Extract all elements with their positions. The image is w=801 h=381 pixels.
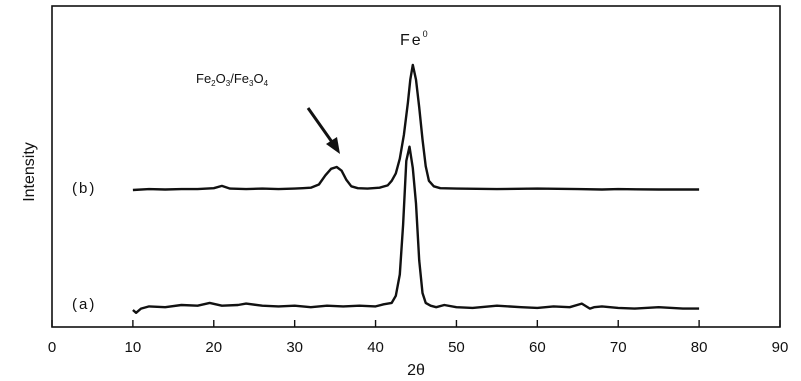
annotation-arrow-head <box>326 137 340 154</box>
series-line-b <box>132 63 700 192</box>
annotation-iron-oxides: Fe2O3/Fe3O4 <box>196 71 269 88</box>
x-tick-label-20: 20 <box>205 339 222 356</box>
x-tick-label-10: 10 <box>125 339 142 356</box>
annot-ox-p0: Fe <box>196 71 211 86</box>
annotation-arrow <box>306 107 340 154</box>
annot-ox-p5: 3 <box>249 79 254 88</box>
series-label-b: (b) <box>72 180 96 197</box>
x-tick-label-50: 50 <box>448 339 465 356</box>
x-axis-tick-labels: 0 10 20 30 40 50 60 70 80 90 <box>48 339 789 356</box>
x-axis-title: 2θ <box>407 362 425 379</box>
x-tick-label-30: 30 <box>286 339 303 356</box>
annot-ox-p2: O <box>216 71 226 86</box>
annotation-fe0-main: Fe <box>400 32 423 49</box>
annotation-arrow-shaft <box>306 107 334 143</box>
x-tick-label-0: 0 <box>48 339 56 356</box>
annot-ox-p6: O <box>253 71 263 86</box>
y-axis-title: Intensity <box>21 142 38 202</box>
x-tick-label-90: 90 <box>772 339 789 356</box>
annot-ox-p7: 4 <box>264 79 269 88</box>
annot-ox-p3: 3 <box>226 79 231 88</box>
annotation-fe0-sup: 0 <box>423 29 430 39</box>
x-tick-label-40: 40 <box>367 339 384 356</box>
annot-ox-p1: 2 <box>211 79 216 88</box>
series-label-a: (a) <box>72 296 96 313</box>
x-tick-label-60: 60 <box>529 339 546 356</box>
annot-ox-p4: /Fe <box>230 71 249 86</box>
x-tick-label-80: 80 <box>691 339 708 356</box>
annotation-fe0: Fe0 <box>400 29 430 49</box>
series-line-a <box>132 145 700 314</box>
plot-area: 0 10 20 30 40 50 60 70 80 90 <box>48 5 789 356</box>
x-tick-label-70: 70 <box>610 339 627 356</box>
x-axis-ticks <box>51 320 781 327</box>
plot-frame <box>51 5 781 328</box>
